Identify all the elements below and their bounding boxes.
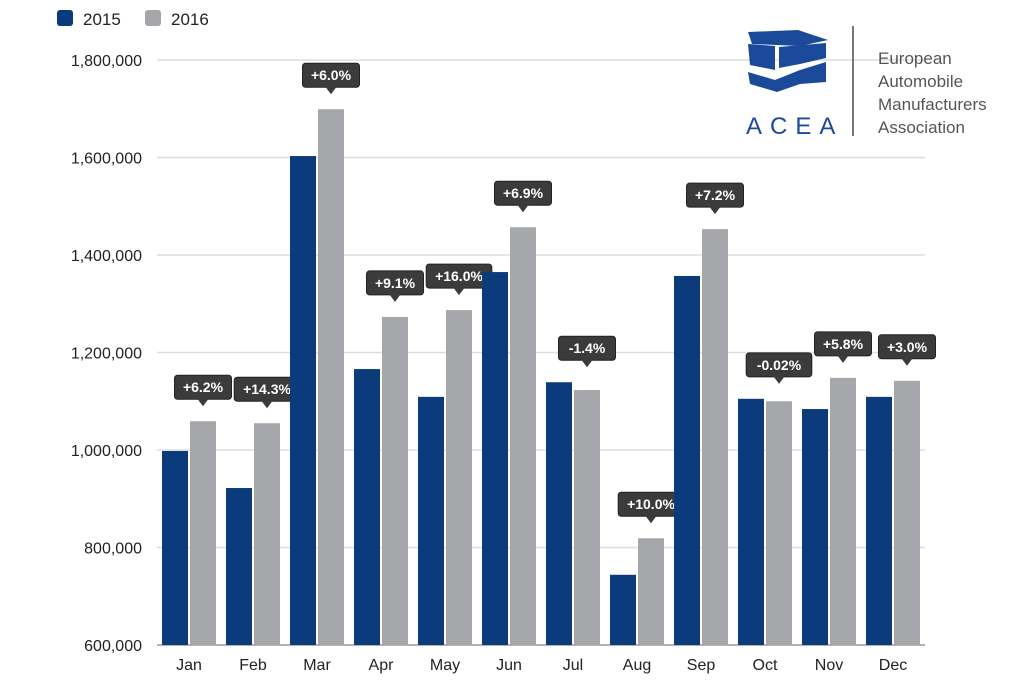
callout-label: +10.0% <box>627 496 675 512</box>
logo-acronym: ACEA <box>746 113 843 140</box>
y-tick-label: 1,600,000 <box>71 151 142 168</box>
y-tick-label: 800,000 <box>84 541 142 558</box>
bar-2015-Feb <box>226 488 252 645</box>
bar-2015-Nov <box>802 409 828 645</box>
logo-mark-right <box>779 43 826 68</box>
bar-2016-Dec <box>894 380 920 645</box>
bar-2016-Feb <box>254 423 280 645</box>
callout-label: +3.0% <box>887 339 928 355</box>
x-tick-label: Oct <box>753 657 778 674</box>
y-tick-label: 1,800,000 <box>71 53 142 70</box>
bar-2016-Sep <box>702 229 728 645</box>
callout-pointer <box>325 86 337 95</box>
bar-2016-Jan <box>190 421 216 645</box>
x-tick-label: Nov <box>815 657 843 674</box>
callout: -1.4% <box>558 335 616 368</box>
x-tick-label: Dec <box>879 657 907 674</box>
logo-line: Automobile <box>878 72 963 91</box>
x-tick-label: Aug <box>623 657 651 674</box>
bar-2016-Nov <box>830 377 856 645</box>
bar-2015-Jun <box>482 272 508 645</box>
callout-pointer <box>389 293 401 302</box>
callout-pointer <box>581 359 593 368</box>
logo-mark-bottom <box>748 62 826 92</box>
bar-2016-Aug <box>638 538 664 645</box>
logo-mark-top <box>748 30 828 46</box>
bar-2015-Apr <box>354 369 380 645</box>
callout-label: +6.0% <box>311 67 352 83</box>
bar-2016-Apr <box>382 316 408 645</box>
x-tick-label: Feb <box>239 657 267 674</box>
callout: +6.2% <box>174 374 232 407</box>
x-tick-label: Apr <box>369 657 395 674</box>
x-tick-label: Jun <box>496 657 522 674</box>
callout-label: +7.2% <box>695 187 736 203</box>
x-tick-label: Jan <box>176 657 202 674</box>
callout: +6.0% <box>302 62 360 95</box>
callout-pointer <box>773 375 785 384</box>
legend-swatch-2015 <box>57 10 73 26</box>
callout-pointer <box>197 398 209 407</box>
x-tick-label: Sep <box>687 657 716 674</box>
callout-pointer <box>453 287 465 296</box>
legend-swatch-2016 <box>145 10 161 26</box>
bar-2016-Oct <box>766 401 792 645</box>
callout-pointer <box>517 204 529 213</box>
callout: +14.3% <box>233 376 301 409</box>
callout-label: +5.8% <box>823 336 864 352</box>
callout: +5.8% <box>814 331 872 363</box>
legend-label: 2016 <box>171 10 209 29</box>
bar-2015-Jan <box>162 450 188 645</box>
bar-2015-Sep <box>674 275 700 645</box>
callout: +7.2% <box>686 182 744 215</box>
callout-label: -1.4% <box>569 340 606 356</box>
y-tick-label: 1,400,000 <box>71 248 142 265</box>
callout-pointer <box>901 357 913 366</box>
y-tick-label: 1,000,000 <box>71 443 142 460</box>
callout-pointer <box>837 354 849 363</box>
logo-mark-left <box>748 44 775 70</box>
callout-label: +9.1% <box>375 275 416 291</box>
bar-2015-Dec <box>866 396 892 645</box>
callout-label: +6.9% <box>503 185 544 201</box>
callout: +16.0% <box>425 263 493 296</box>
x-tick-label: Jul <box>563 657 583 674</box>
y-tick-label: 1,200,000 <box>71 346 142 363</box>
callout-pointer <box>709 206 721 215</box>
bar-2015-Aug <box>610 574 636 645</box>
callout: +10.0% <box>617 491 685 524</box>
callout-label: +6.2% <box>183 379 224 395</box>
bar-2016-Jul <box>574 390 600 645</box>
legend-label: 2015 <box>83 10 121 29</box>
bar-2015-May <box>418 396 444 645</box>
callout-label: +14.3% <box>243 381 291 397</box>
callout-pointer <box>261 400 273 409</box>
bar-2015-Oct <box>738 398 764 645</box>
callout-label: +16.0% <box>435 268 483 284</box>
bar-2016-Mar <box>318 109 344 646</box>
x-tick-label: Mar <box>303 657 331 674</box>
bar-2016-Jun <box>510 227 536 645</box>
callout-pointer <box>645 515 657 524</box>
callout: +3.0% <box>878 334 936 366</box>
callout: +6.9% <box>494 180 552 213</box>
logo-line: Association <box>878 118 965 137</box>
callout: +9.1% <box>366 270 424 302</box>
bar-2015-Mar <box>290 156 316 645</box>
logo-line: Manufacturers <box>878 95 987 114</box>
y-tick-label: 600,000 <box>84 638 142 655</box>
logo-line: European <box>878 49 952 68</box>
bar-2016-May <box>446 310 472 645</box>
acea-logo: ACEA European Automobile Manufacturers Assoc… <box>746 26 987 140</box>
bar-2015-Jul <box>546 382 572 645</box>
callout-label: -0.02% <box>757 357 802 373</box>
x-tick-label: May <box>430 657 460 674</box>
callout: -0.02% <box>745 352 813 384</box>
